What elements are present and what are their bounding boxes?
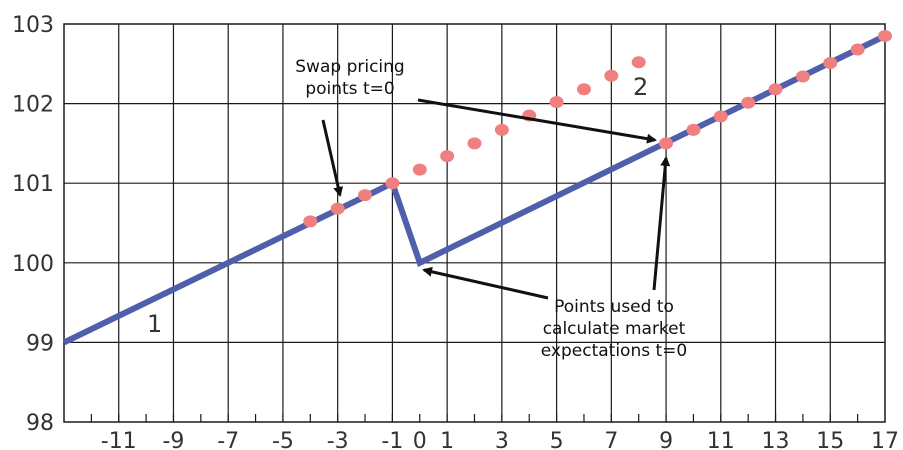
points-used-label-line2: calculate market: [543, 319, 686, 339]
plot-frame: [63, 23, 886, 423]
x-tick-label: -9: [162, 429, 184, 450]
x-tick-label: 3: [495, 429, 509, 450]
series-dot: [795, 70, 810, 83]
series-dot: [330, 202, 345, 215]
y-tick-label: 98: [26, 411, 54, 436]
y-tick-label: 99: [26, 331, 54, 356]
series-dot: [686, 123, 701, 136]
x-tick-label: 17: [871, 429, 899, 450]
arrow-to-expectation-point: [422, 266, 549, 300]
arrow-to-swap-point-left: [321, 119, 344, 197]
series-dot: [549, 96, 564, 109]
swap-pricing-label-line1: Swap pricing: [295, 57, 404, 77]
series-line-path: [62, 33, 887, 346]
x-tick-label: -5: [272, 429, 294, 450]
points-used-label-line1: Points used to: [554, 297, 674, 317]
y-tick-label: 102: [12, 93, 54, 118]
series-dot: [467, 137, 482, 150]
series-dot: [494, 123, 509, 136]
label-2: 2: [633, 73, 648, 101]
series-dot: [768, 83, 783, 96]
y-tick-label: 100: [12, 252, 54, 277]
x-tick-label: 5: [550, 429, 564, 450]
series-dot: [850, 43, 865, 56]
series-dot: [440, 150, 455, 163]
arrow-to-expectation-point-right: [652, 156, 671, 291]
series-dot: [604, 69, 619, 82]
series-dot: [631, 56, 646, 69]
series-dot: [823, 57, 838, 70]
series-dot: [358, 189, 373, 202]
annotations: 1 2 Swap pricing points t=0 Points used …: [147, 57, 687, 361]
series-dot: [385, 177, 400, 190]
x-tick-label: 9: [659, 429, 673, 450]
x-tick-label: 7: [604, 429, 618, 450]
series-dot: [659, 137, 674, 150]
x-tick-label: 13: [762, 429, 790, 450]
tick-labels: -11 -9 -7 -5 -3 -1 0 1 3 5 7 9 11 13 15 179899100101102…: [12, 13, 899, 450]
points-used-label-line3: expectations t=0: [541, 341, 687, 361]
series-dot: [713, 110, 728, 123]
x-tick-label: 1: [440, 429, 454, 450]
x-tick-label: -11: [101, 429, 137, 450]
arrow-to-swap-point-right: [417, 98, 657, 144]
x-tick-label: 0: [413, 429, 427, 450]
series-line: [62, 33, 887, 346]
series-dot: [741, 96, 756, 109]
x-tick-label: -7: [217, 429, 239, 450]
y-tick-label: 101: [12, 172, 54, 197]
series-dots: [303, 29, 892, 228]
series-dot: [576, 83, 591, 96]
x-tick-label: -1: [381, 429, 403, 450]
x-tick-label: 15: [816, 429, 844, 450]
series-dot: [412, 163, 427, 176]
grid: [63, 23, 886, 423]
y-tick-label: 103: [12, 13, 54, 38]
x-tick-label: 11: [707, 429, 735, 450]
x-tick-label: -3: [327, 429, 349, 450]
series-dot: [303, 215, 318, 228]
series-dot: [878, 29, 892, 42]
label-1: 1: [147, 310, 162, 338]
swap-pricing-label-line2: points t=0: [305, 79, 394, 99]
